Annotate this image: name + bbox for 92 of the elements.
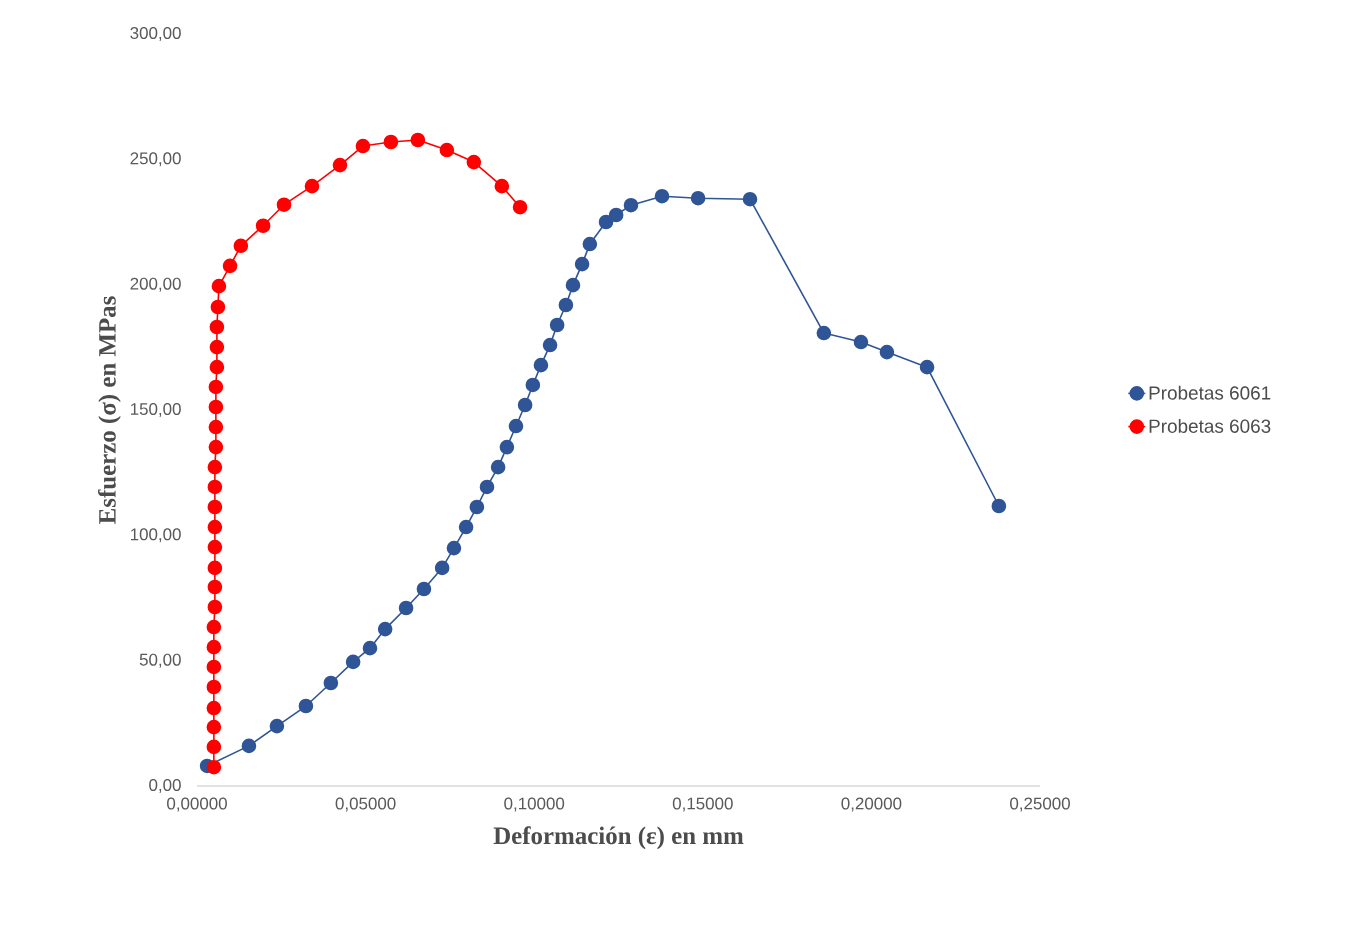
point [446, 540, 462, 556]
point [269, 718, 285, 734]
y-axis-title: Esfuerzo (σ) en MPas [98, 296, 121, 524]
y-tick-label: 100,00 [130, 528, 181, 543]
point [512, 199, 528, 215]
point [207, 539, 223, 555]
point [208, 439, 224, 455]
point [439, 142, 455, 158]
point [416, 581, 432, 597]
point [207, 499, 223, 515]
y-tick-label: 200,00 [130, 277, 181, 292]
point [206, 679, 222, 695]
point [654, 188, 670, 204]
point [208, 419, 224, 435]
legend-label: Probetas 6063 [1149, 418, 1271, 433]
point [690, 190, 706, 206]
y-tick-label: 250,00 [130, 152, 181, 167]
point [598, 214, 614, 230]
x-tick-label: 0,10000 [504, 797, 565, 812]
point [879, 344, 895, 360]
point [410, 132, 426, 148]
point [206, 639, 222, 655]
x-axis-title: Deformación (ε) en mm [493, 826, 744, 850]
point [574, 256, 590, 272]
point [608, 207, 624, 223]
point [517, 397, 533, 413]
point [332, 157, 348, 173]
point [494, 178, 510, 194]
point [276, 197, 292, 212]
point [549, 317, 565, 333]
point [207, 459, 223, 475]
point [206, 719, 222, 735]
point [582, 236, 598, 252]
point [434, 560, 450, 576]
point [742, 191, 758, 207]
y-tick-label: 50,00 [139, 653, 181, 668]
point [209, 319, 225, 335]
x-tick-label: 0,00000 [167, 797, 227, 812]
legend-label: Probetas 6061 [1149, 385, 1271, 400]
point [479, 479, 495, 495]
point [207, 560, 223, 576]
point [206, 700, 222, 716]
point [207, 479, 223, 495]
point [919, 359, 935, 375]
point [377, 621, 393, 637]
point [362, 640, 378, 656]
point [466, 154, 482, 170]
point [490, 459, 506, 475]
point [533, 357, 549, 373]
point [209, 359, 225, 375]
point [211, 278, 227, 294]
point [241, 738, 257, 754]
point [206, 759, 222, 775]
point [208, 399, 224, 415]
x-tick-label: 0,25000 [1010, 797, 1070, 812]
point [398, 600, 414, 616]
point [565, 277, 581, 293]
point [207, 519, 223, 535]
x-tick-label: 0,15000 [672, 797, 733, 812]
point [499, 439, 515, 455]
point [458, 519, 474, 535]
point [210, 299, 226, 315]
y-tick-label: 0,00 [149, 779, 181, 793]
point [853, 334, 869, 350]
point [209, 339, 225, 355]
point [355, 138, 371, 154]
y-tick-label: 300,00 [130, 26, 181, 41]
point [207, 599, 223, 615]
point [222, 258, 238, 274]
point [206, 659, 222, 675]
point [206, 619, 222, 635]
point [207, 579, 223, 595]
point [208, 379, 224, 395]
point [298, 698, 314, 714]
point [383, 134, 399, 150]
point [255, 218, 271, 234]
x-tick-label: 0,20000 [841, 797, 902, 812]
y-tick-label: 150,00 [130, 403, 181, 417]
point [508, 418, 524, 434]
point [345, 654, 361, 670]
point [304, 178, 320, 194]
x-tick-label: 0,05000 [335, 797, 396, 812]
point [623, 197, 639, 213]
point [469, 499, 485, 515]
point [233, 238, 249, 254]
point [323, 675, 339, 691]
point [542, 337, 558, 353]
point [816, 325, 832, 341]
point [991, 498, 1007, 514]
point [206, 739, 222, 755]
point [558, 297, 574, 313]
point [525, 377, 541, 393]
